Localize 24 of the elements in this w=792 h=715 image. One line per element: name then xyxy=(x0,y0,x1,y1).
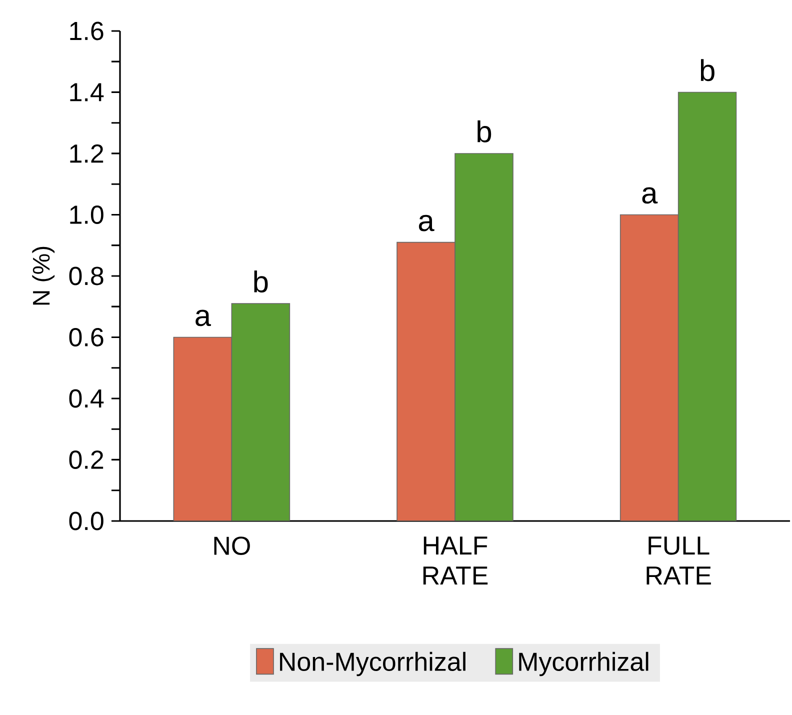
y-tick-label: 1.4 xyxy=(70,83,104,102)
y-tick-label: 1.6 xyxy=(70,22,104,40)
annotation: b xyxy=(700,59,714,82)
y-tick-label: 0.4 xyxy=(69,389,104,408)
legend-label: Mycorrhizal xyxy=(519,652,648,676)
x-tick-label: FULL RATE xyxy=(646,536,711,584)
y-tick-label: 0.6 xyxy=(69,328,104,346)
bar xyxy=(396,242,456,521)
legend-label: Non-Mycorrhizal xyxy=(280,652,466,676)
x-tick-label: HALF RATE xyxy=(423,536,488,584)
annotation: b xyxy=(254,270,268,292)
annotation: b xyxy=(478,120,492,142)
y-tick-label: 0.0 xyxy=(69,512,104,530)
annotation: a xyxy=(418,214,434,232)
annotation: a xyxy=(642,187,658,204)
bar xyxy=(173,336,232,521)
y-tick-label: 0.8 xyxy=(69,266,104,286)
bar xyxy=(620,214,679,521)
y-tick-label: 0.2 xyxy=(69,450,104,469)
annotation: a xyxy=(196,310,212,326)
y-tick-label: 1.0 xyxy=(70,206,104,224)
x-tick-label: NO xyxy=(214,536,250,555)
y-tick-label: 1.2 xyxy=(70,144,104,163)
y-axis-title: N (%) xyxy=(32,246,55,305)
